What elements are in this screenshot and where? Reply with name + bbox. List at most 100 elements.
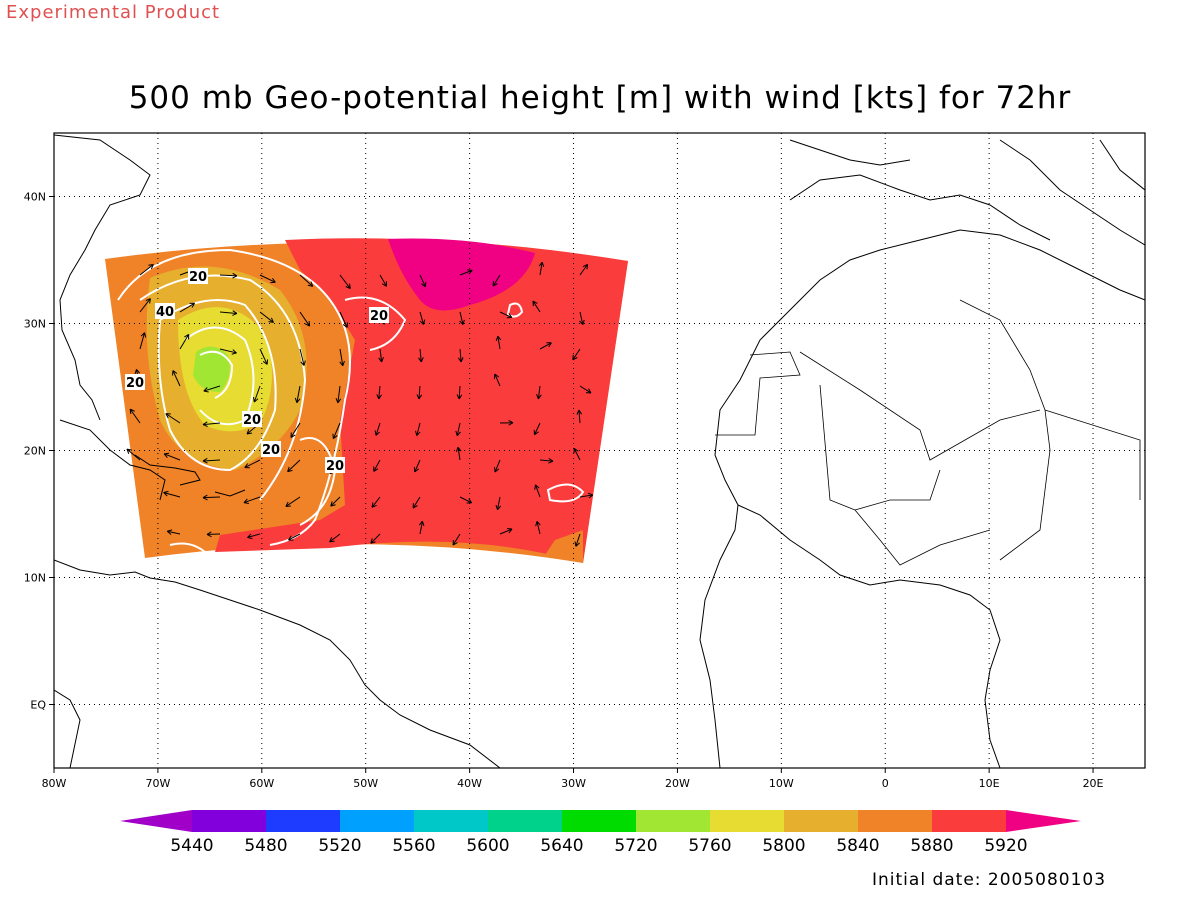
wind-arrow: [163, 452, 181, 461]
wind-arrow: [294, 385, 301, 404]
wind-arrow: [244, 459, 261, 469]
initial-date-label: Initial date: 2005080103: [872, 870, 1107, 890]
wind-arrow: [374, 422, 381, 436]
wind-arrow: [418, 348, 424, 363]
colorbar-label: 5560: [392, 836, 435, 856]
colorbar-label: 5920: [984, 836, 1027, 856]
x-tick-label: 50W: [353, 777, 378, 790]
wind-arrow: [285, 496, 301, 507]
wind-arrow: [572, 348, 581, 361]
wind-arrow: [539, 457, 554, 464]
colorbar-right-extend: [1006, 810, 1081, 832]
isotach-label: 20: [325, 457, 345, 474]
wind-arrow: [579, 263, 589, 276]
wind-arrow: [179, 302, 195, 313]
wind-arrow: [455, 422, 461, 437]
x-tick-label: 20E: [1083, 777, 1104, 790]
wind-arrow: [576, 409, 583, 424]
colorbar-left-extend: [120, 810, 192, 832]
y-axis-ticks: 40N 30N 20N 10N EQ: [24, 191, 54, 712]
wind-arrow: [339, 274, 351, 289]
wind-arrow: [495, 335, 502, 350]
wind-arrow: [416, 385, 423, 400]
isotach-label: 40: [155, 303, 175, 320]
wind-arrow: [419, 274, 427, 288]
wind-arrow: [332, 422, 341, 440]
wind-arrow: [206, 531, 221, 538]
wind-arrow: [219, 272, 238, 279]
experimental-product-stamp: Experimental Product: [6, 2, 221, 23]
plot-title: 500 mb Geo-potential height [m] with win…: [128, 80, 1072, 116]
svg-text:20: 20: [189, 270, 207, 285]
height-field: [105, 238, 628, 563]
wind-arrow: [534, 484, 541, 498]
wind-arrow: [139, 298, 151, 313]
wind-arrow: [579, 492, 594, 499]
y-tick-label: 30N: [24, 318, 46, 331]
x-tick-label: 80W: [42, 777, 67, 790]
colorbar-swatch: [636, 810, 710, 832]
colorbar-label: 5480: [244, 836, 287, 856]
wind-arrow: [493, 373, 501, 387]
y-tick-label: EQ: [30, 699, 46, 712]
wind-vectors: [126, 261, 594, 547]
wind-arrow: [373, 459, 381, 472]
wind-arrow: [412, 496, 421, 509]
colorbar-swatch: [932, 810, 1006, 832]
wind-arrow: [579, 311, 585, 326]
wind-arrow: [290, 422, 301, 438]
colorbar-swatch: [488, 810, 562, 832]
wind-arrow: [179, 333, 190, 350]
colorbar-swatch: [784, 810, 858, 832]
colorbar-label: 5840: [836, 836, 879, 856]
wind-arrow: [259, 348, 269, 365]
svg-text:40: 40: [156, 305, 174, 320]
wind-arrow: [376, 385, 382, 400]
wind-arrow: [247, 533, 261, 540]
wind-arrow: [499, 527, 513, 535]
wind-arrow: [455, 446, 462, 461]
wind-arrow: [139, 263, 154, 276]
colorbar-label: 5720: [614, 836, 657, 856]
isotach-label: 20: [125, 374, 145, 391]
wind-arrow: [532, 300, 541, 313]
x-tick-label: 40W: [457, 777, 482, 790]
wind-arrow: [202, 421, 221, 428]
y-tick-label: 10N: [24, 572, 46, 585]
colorbar-swatch: [414, 810, 488, 832]
wind-arrow: [299, 311, 311, 327]
wind-arrow: [538, 261, 545, 276]
height-5920-band: [215, 238, 628, 563]
wind-arrow: [288, 533, 301, 541]
svg-text:20: 20: [262, 443, 280, 458]
wind-arrow: [499, 419, 514, 426]
wind-arrow: [533, 422, 541, 436]
wind-arrow: [457, 348, 464, 363]
colorbar-label: 5640: [540, 836, 583, 856]
wind-arrow: [335, 385, 342, 404]
wind-arrow: [287, 459, 301, 473]
wind-arrow: [243, 496, 261, 504]
wind-arrow: [459, 269, 473, 276]
wind-arrow: [452, 533, 461, 546]
wind-arrow: [259, 274, 276, 284]
colorbar-label: 5880: [910, 836, 953, 856]
svg-text:20: 20: [126, 376, 144, 391]
wind-arrow: [203, 385, 221, 393]
colorbar-label: 5760: [688, 836, 731, 856]
x-tick-label: 10E: [979, 777, 1000, 790]
isotach-label: 20: [188, 268, 208, 285]
coastlines: [54, 134, 1145, 768]
x-tick-label: 0: [882, 777, 889, 790]
x-tick-label: 20W: [665, 777, 690, 790]
wind-arrow: [536, 385, 542, 400]
wind-arrow: [579, 385, 592, 394]
lat-lon-grid: [54, 133, 1145, 768]
wind-arrow: [379, 274, 387, 287]
wind-arrow: [299, 274, 314, 287]
x-tick-label: 10W: [769, 777, 794, 790]
wind-arrow: [459, 496, 473, 504]
